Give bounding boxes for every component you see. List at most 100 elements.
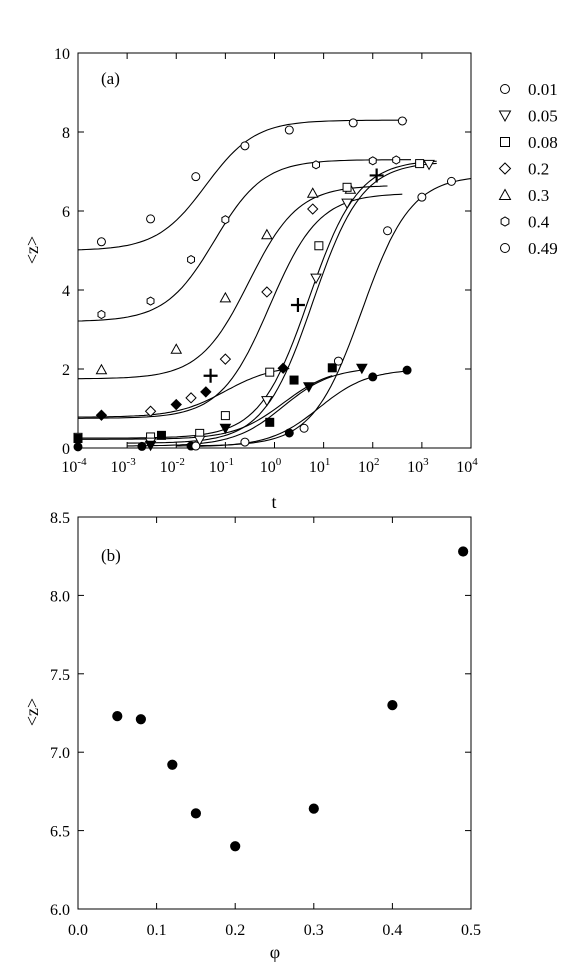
- panel-b-ylabel: <z>: [22, 698, 42, 726]
- y-tick-label: 7.0: [50, 745, 70, 762]
- data-point: [221, 215, 230, 225]
- fit-curve: [77, 159, 411, 322]
- data-point: [97, 309, 106, 320]
- x-tick-label: 0.0: [68, 922, 88, 939]
- fit-curve: [127, 369, 362, 447]
- y-tick-label: 4: [62, 283, 70, 300]
- data-point: [341, 198, 353, 210]
- data-point: [187, 255, 195, 265]
- data-point: [220, 411, 230, 421]
- data-point: [219, 291, 232, 303]
- panel-b-y-ticks: 6.0 6.5 7.0 7.5 8.0 8.5: [50, 510, 471, 919]
- fit-curve: [78, 160, 437, 439]
- y-tick-label: 6.0: [50, 902, 70, 919]
- data-point: [135, 714, 146, 725]
- data-point: [219, 353, 232, 365]
- data-point: [146, 296, 155, 306]
- data-point: [193, 435, 206, 447]
- panel-b-frame: [77, 516, 472, 910]
- x-tick-label: 10-4: [61, 456, 87, 476]
- fit-curve: [190, 370, 408, 447]
- panel-b: (b) φ <z> 0.0 0.1 0.2 0.3 0.4 0.5 6.0 6.5 7.0 7.…: [22, 510, 481, 962]
- y-tick-label: 8: [62, 125, 70, 142]
- x-tick-label: 0.1: [147, 922, 167, 939]
- data-point: [387, 700, 398, 711]
- data-point: [308, 803, 319, 814]
- data-point: [327, 363, 337, 373]
- data-point: [144, 405, 157, 417]
- plus-marker: [369, 168, 384, 183]
- data-point: [230, 841, 241, 852]
- data-point: [261, 286, 273, 298]
- data-point: [265, 417, 275, 427]
- x-tick-label: 100: [260, 456, 282, 476]
- panel-b-label: (b): [101, 546, 121, 565]
- data-point: [156, 430, 166, 440]
- x-tick-label: 0.4: [382, 922, 402, 939]
- panel-a-y-ticks: 0 2 4 6 8 10: [54, 46, 471, 458]
- data-point: [306, 187, 319, 198]
- data-point: [284, 125, 294, 135]
- data-point: [261, 228, 273, 240]
- fit-curve: [77, 119, 408, 251]
- data-point: [383, 226, 393, 236]
- legend-label: 0.01: [528, 80, 558, 99]
- y-tick-label: 7.5: [50, 667, 70, 684]
- x-tick-label: 103: [407, 456, 429, 476]
- panel-a-legend: 0.01 0.05 0.08 0.2 0.3 0.4 0.49: [498, 80, 558, 258]
- data-point: [368, 156, 377, 166]
- data-point: [289, 375, 299, 385]
- data-point: [167, 759, 178, 770]
- data-point: [500, 216, 510, 227]
- data-point: [190, 808, 201, 819]
- data-point: [200, 386, 212, 398]
- x-tick-label: 0.2: [225, 922, 245, 939]
- x-tick-label: 102: [358, 456, 380, 476]
- data-point: [277, 362, 289, 374]
- data-point: [392, 155, 401, 165]
- data-point: [500, 84, 510, 94]
- data-point: [73, 442, 83, 452]
- data-point: [498, 188, 512, 200]
- data-point: [299, 423, 309, 433]
- data-point: [500, 243, 510, 253]
- data-point: [170, 398, 182, 411]
- data-point: [191, 172, 201, 182]
- data-point: [144, 440, 157, 452]
- data-point: [137, 441, 147, 451]
- y-tick-label: 6: [62, 204, 70, 221]
- panel-b-x-ticks: 0.0 0.1 0.2 0.3 0.4 0.5: [68, 517, 481, 939]
- legend-label: 0.05: [528, 107, 558, 126]
- x-tick-label: 10-1: [209, 456, 234, 476]
- legend-label: 0.49: [528, 239, 558, 258]
- panel-a-frame: [77, 52, 472, 449]
- legend-label: 0.2: [528, 160, 549, 179]
- data-point: [458, 546, 469, 557]
- data-point: [397, 116, 407, 126]
- panel-b-points: [112, 546, 469, 852]
- data-point: [417, 192, 427, 202]
- y-tick-label: 8.5: [50, 510, 70, 527]
- y-tick-label: 8.0: [50, 588, 70, 605]
- data-point: [498, 110, 512, 123]
- data-point: [356, 363, 368, 375]
- x-tick-label: 0.3: [304, 922, 324, 939]
- data-point: [284, 428, 294, 438]
- data-point: [348, 118, 358, 128]
- data-point: [96, 237, 106, 247]
- fit-curve: [77, 368, 290, 418]
- data-point: [170, 343, 183, 354]
- data-point: [500, 137, 510, 147]
- data-point: [402, 365, 412, 375]
- data-point: [240, 437, 250, 447]
- data-point: [423, 159, 435, 171]
- data-point: [112, 711, 123, 722]
- data-point: [302, 382, 315, 393]
- panel-a-xlabel: t: [271, 492, 276, 512]
- data-point: [95, 363, 108, 375]
- panel-a: (a) t <z> 10-4 10-3 10-2 10-1 100 101 102 103 10…: [22, 46, 558, 512]
- panel-a-ylabel: <z>: [22, 236, 42, 264]
- x-tick-label: 101: [309, 456, 331, 476]
- fit-curve: [78, 185, 388, 380]
